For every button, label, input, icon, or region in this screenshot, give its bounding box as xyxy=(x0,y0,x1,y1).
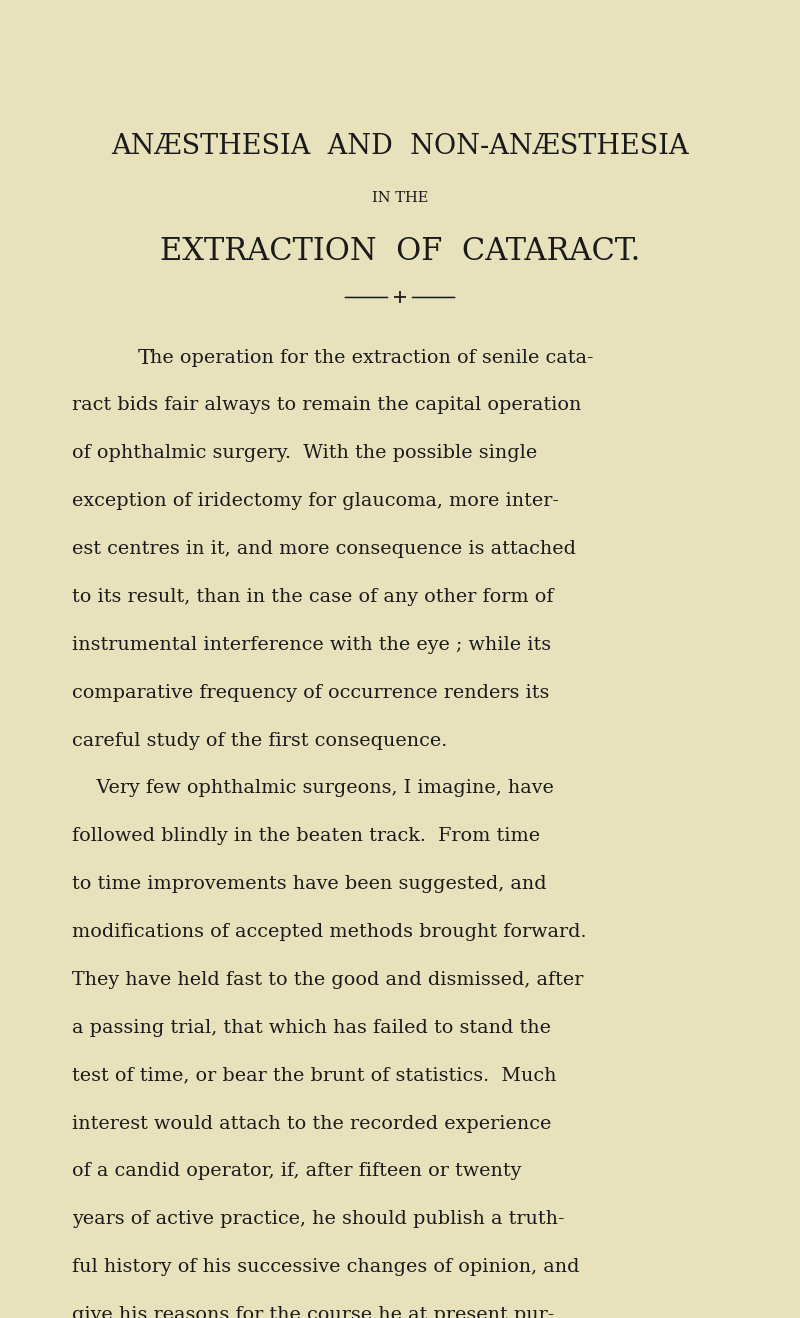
Text: years of active practice, he should publish a truth-: years of active practice, he should publ… xyxy=(72,1210,565,1228)
Text: give his reasons for the course he at present pur-: give his reasons for the course he at pr… xyxy=(72,1306,554,1318)
Text: interest would attach to the recorded experience: interest would attach to the recorded ex… xyxy=(72,1115,551,1132)
Text: of ophthalmic surgery.  With the possible single: of ophthalmic surgery. With the possible… xyxy=(72,444,538,463)
Text: They have held fast to the good and dismissed, after: They have held fast to the good and dism… xyxy=(72,971,583,988)
Text: test of time, or bear the brunt of statistics.  Much: test of time, or bear the brunt of stati… xyxy=(72,1066,557,1085)
Text: exception of iridectomy for glaucoma, more inter-: exception of iridectomy for glaucoma, mo… xyxy=(72,492,559,510)
Text: of a candid operator, if, after fifteen or twenty: of a candid operator, if, after fifteen … xyxy=(72,1162,522,1181)
Text: modifications of accepted methods brought forward.: modifications of accepted methods brough… xyxy=(72,923,586,941)
Text: ract bids fair always to remain the capital operation: ract bids fair always to remain the capi… xyxy=(72,397,582,414)
Text: a passing trial, that which has failed to stand the: a passing trial, that which has failed t… xyxy=(72,1019,551,1037)
Text: careful study of the first consequence.: careful study of the first consequence. xyxy=(72,731,447,750)
Text: to its result, than in the case of any other form of: to its result, than in the case of any o… xyxy=(72,588,554,606)
Text: Very few ophthalmic surgeons, I imagine, have: Very few ophthalmic surgeons, I imagine,… xyxy=(72,779,554,797)
Text: ANÆSTHESIA  AND  NON-ANÆSTHESIA: ANÆSTHESIA AND NON-ANÆSTHESIA xyxy=(111,133,689,161)
Text: comparative frequency of occurrence renders its: comparative frequency of occurrence rend… xyxy=(72,684,550,701)
Text: instrumental interference with the eye ; while its: instrumental interference with the eye ;… xyxy=(72,635,551,654)
Text: est centres in it, and more consequence is attached: est centres in it, and more consequence … xyxy=(72,540,576,558)
Text: to time improvements have been suggested, and: to time improvements have been suggested… xyxy=(72,875,546,894)
Text: ful history of his successive changes of opinion, and: ful history of his successive changes of… xyxy=(72,1259,579,1276)
Text: T: T xyxy=(138,348,152,368)
Text: EXTRACTION  OF  CATARACT.: EXTRACTION OF CATARACT. xyxy=(160,236,640,268)
Text: he operation for the extraction of senile cata-: he operation for the extraction of senil… xyxy=(150,348,594,366)
Text: IN THE: IN THE xyxy=(372,191,428,204)
Text: followed blindly in the beaten track.  From time: followed blindly in the beaten track. Fr… xyxy=(72,828,540,845)
